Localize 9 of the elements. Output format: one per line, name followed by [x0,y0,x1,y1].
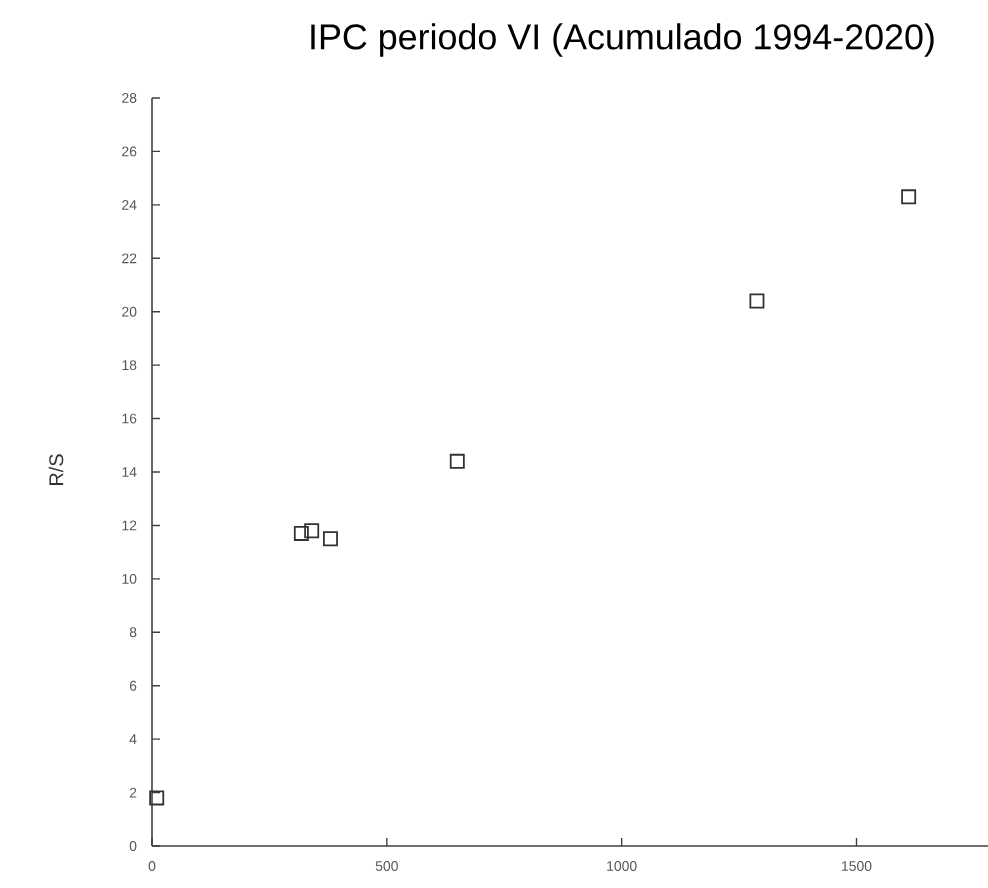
point [293,525,309,541]
point [149,790,165,806]
y-axis-title: R/S [48,454,64,485]
point [749,293,765,309]
point [304,523,320,539]
point [449,453,465,469]
point [901,189,917,205]
point [323,531,338,547]
chart-title: IPC periodo VI (Acumulado 1994-2020) [311,23,934,57]
